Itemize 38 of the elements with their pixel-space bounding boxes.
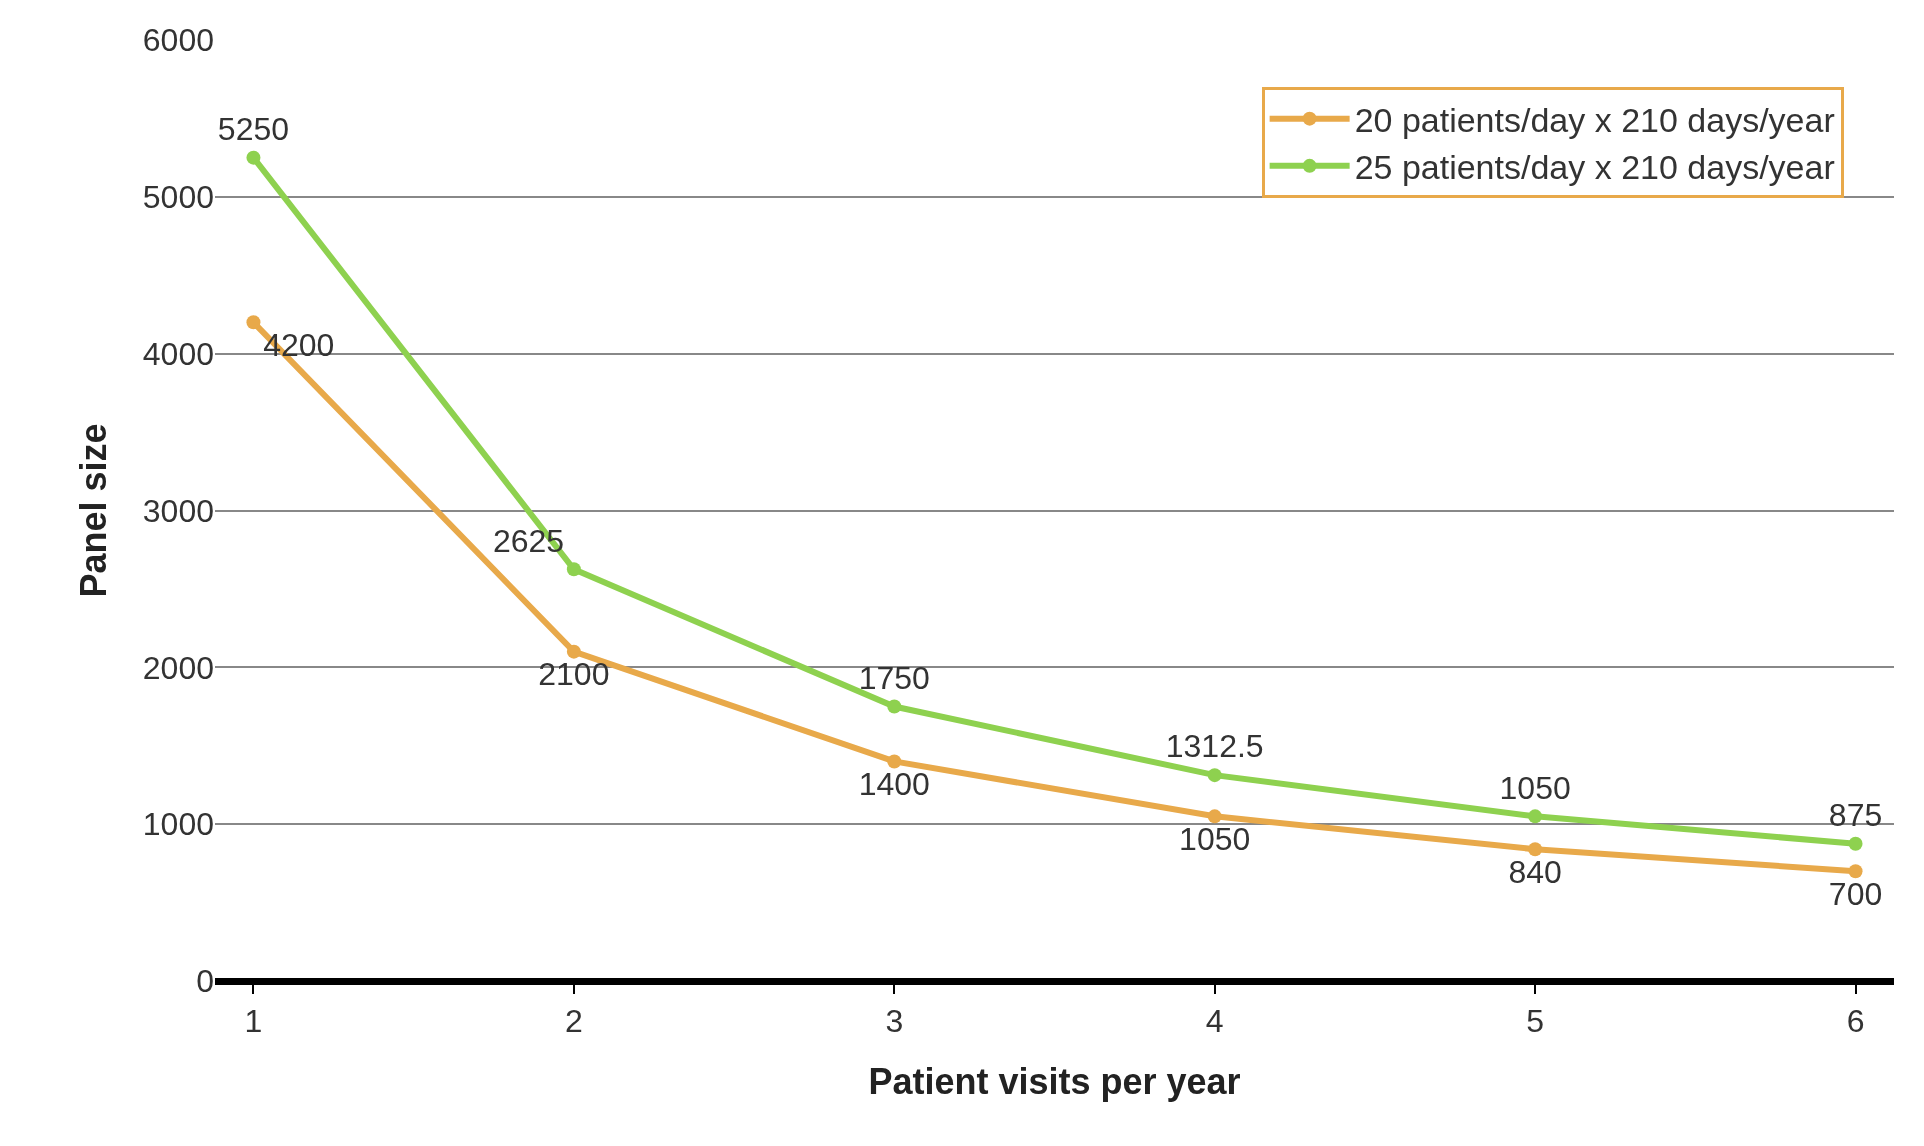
point	[566, 562, 581, 577]
data-label: 1312.5	[1165, 728, 1264, 765]
data-label: 5250	[217, 110, 290, 147]
point	[1528, 842, 1543, 857]
data-label: 840	[1508, 854, 1562, 891]
data-label: 1750	[858, 659, 930, 696]
data-label: 700	[1828, 875, 1883, 912]
y-axis-title: Panel size	[72, 423, 114, 598]
point	[1207, 809, 1222, 824]
y-tick-label: 3000	[142, 492, 214, 529]
point	[1528, 809, 1543, 824]
y-tick-label: 5000	[142, 179, 214, 216]
y-tick-label: 4000	[142, 335, 214, 372]
data-label: 2100	[538, 656, 610, 693]
x-tick-label: 5	[1526, 1003, 1545, 1040]
y-tick-label: 6000	[142, 22, 214, 59]
point	[1848, 864, 1863, 879]
point	[1207, 768, 1222, 783]
y-tick-label: 1000	[142, 806, 214, 843]
data-label: 1050	[1179, 821, 1251, 858]
y-tick-label: 2000	[142, 649, 214, 686]
point	[887, 754, 902, 769]
x-tick-label: 6	[1846, 1003, 1865, 1040]
y-tick-label: 0	[196, 963, 214, 1000]
x-tick-label: 3	[885, 1003, 904, 1040]
point	[1848, 836, 1863, 851]
point	[566, 644, 581, 659]
x-axis-title: Patient visits per year	[868, 1061, 1241, 1103]
legend-label: 25 patients/day x 210 days/year	[1354, 148, 1835, 187]
data-label: 1400	[858, 766, 930, 803]
legend-label: 20 patients/day x 210 days/year	[1354, 100, 1835, 139]
point	[246, 315, 261, 330]
point	[887, 699, 902, 714]
x-tick-label: 2	[564, 1003, 583, 1040]
x-tick-label: 1	[244, 1003, 263, 1040]
x-tick-label: 4	[1205, 1003, 1224, 1040]
data-label: 1050	[1499, 769, 1571, 806]
point	[246, 150, 261, 165]
